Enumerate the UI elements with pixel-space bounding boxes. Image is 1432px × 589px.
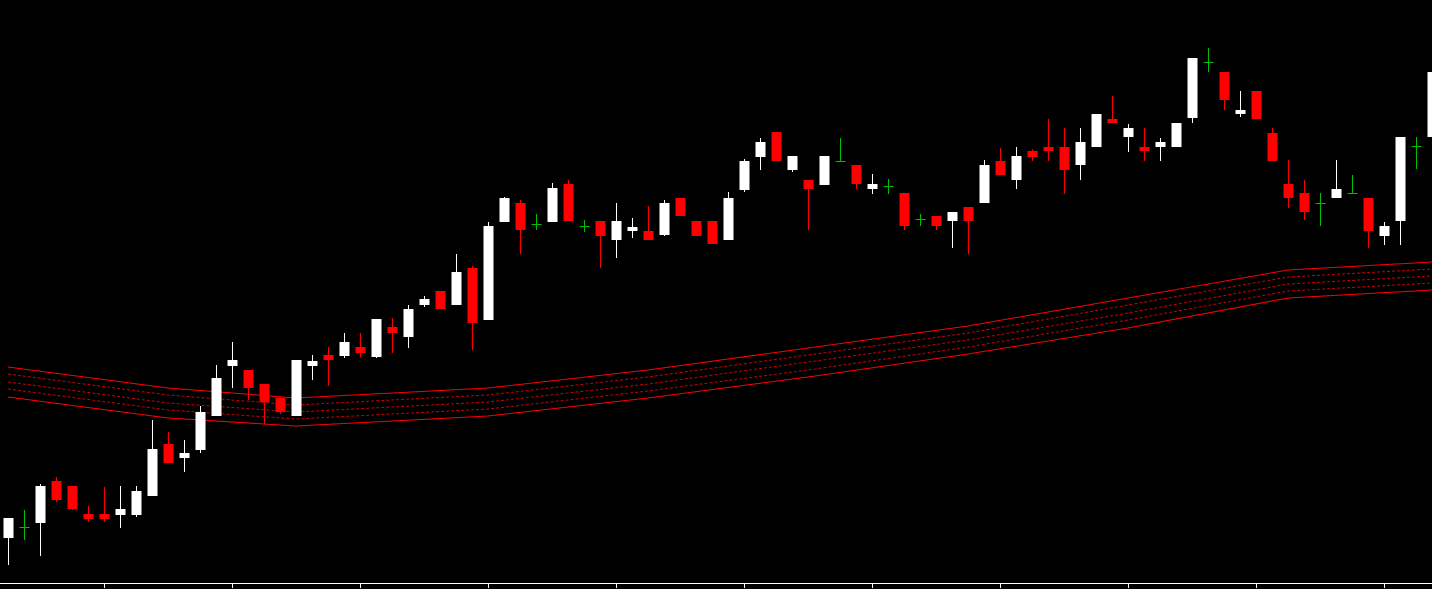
candle-body [579,226,590,227]
candle-body [1059,147,1070,170]
candle-body [131,491,142,515]
candle-body [1075,142,1086,165]
candle-body [643,231,654,240]
candle-body [531,224,542,225]
candle-body [307,361,318,366]
candle-body [1107,119,1118,123]
candle-body [1043,147,1054,151]
candle-body [1219,72,1230,100]
candle-body [1011,156,1022,180]
candle-body [659,203,670,235]
candle-body [1427,72,1432,137]
envelope-inner-line [7,282,1432,420]
candle-body [611,221,622,240]
candle-body [515,203,526,230]
candle-body [739,161,750,190]
candle-body [1091,114,1102,147]
candle-body [483,226,494,320]
candle-body [1347,193,1358,194]
candle-body [819,156,830,185]
candle-body [1379,226,1390,236]
candle-body [1283,184,1294,198]
candle-body [435,291,446,309]
candle-body [931,216,942,226]
candle-body [1267,133,1278,161]
candle-body [1171,123,1182,147]
candle-body [771,132,782,161]
envelope-inner-line [7,268,1432,406]
candle-body [883,186,894,187]
candle-body [355,347,366,353]
candle-body [627,227,638,231]
candle-body [1235,110,1246,114]
candle-body [1187,58,1198,118]
candle-body [915,219,926,220]
candle-body [1139,147,1150,151]
candle-body [227,360,238,366]
candle-body [547,188,558,222]
candle-body [99,514,110,519]
candle-body [803,180,814,189]
candle-body [323,355,334,360]
candle-body [371,319,382,357]
candle-body [787,156,798,170]
candle-body [1411,146,1422,147]
candle-body [83,514,94,519]
candle-body [1203,62,1214,63]
candle-body [403,309,414,337]
candle-body [851,165,862,184]
envelope-inner-line [7,275,1432,413]
candle-body [467,268,478,323]
candle-body [419,299,430,305]
candle-body [675,198,686,216]
candle-body [723,198,734,240]
candle-body [259,384,270,402]
candle-body [899,193,910,226]
candle-body [563,184,574,221]
candle-body [35,486,46,523]
candle-body [947,212,958,221]
candle-body [19,527,30,528]
candle-body [595,221,606,236]
candle-body [179,453,190,458]
candle-body [1155,142,1166,147]
candle-body [339,342,350,356]
candle-body [387,327,398,333]
candle-body [211,378,222,416]
candle-body [1251,91,1262,119]
candle-body [1299,193,1310,212]
candle-body [195,412,206,450]
candle-body [1027,151,1038,157]
candle-body [163,444,174,463]
candle-body [867,184,878,189]
candle-body [979,165,990,203]
candle-body [755,142,766,157]
candle-body [707,221,718,244]
candle-body [115,509,126,515]
candle-body [1123,128,1134,137]
candle-body [1315,203,1326,204]
candle-body [1331,189,1342,198]
candle-body [451,272,462,305]
candle-body [963,207,974,221]
candle-body [1363,198,1374,231]
candle-body [291,360,302,416]
candle-body [1395,137,1406,221]
envelope-line [7,261,1432,399]
candle-body [67,486,78,509]
candle-body [835,161,846,162]
envelope-line [7,289,1432,427]
candle-body [275,398,286,412]
candle-body [691,221,702,236]
candle-body [147,449,158,496]
candle-body [3,518,14,538]
candle-body [995,161,1006,175]
candle-body [51,481,62,500]
candle-body [243,370,254,388]
candle-body [499,198,510,222]
